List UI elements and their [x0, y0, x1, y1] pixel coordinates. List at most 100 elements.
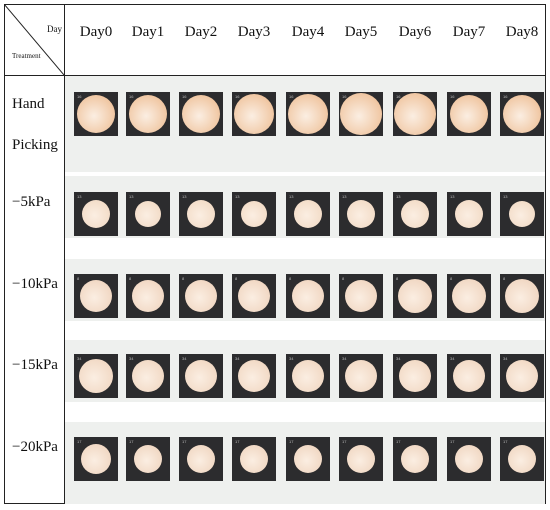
sample-number: 8 [503, 276, 506, 281]
sample-disc [240, 445, 268, 473]
sample-disc [508, 445, 536, 473]
sample-disc [238, 280, 270, 312]
sample-disc [80, 280, 112, 312]
sample-number: 13 [396, 194, 401, 199]
row-label: −15kPa [12, 357, 58, 373]
sample-disc [185, 280, 217, 312]
header-divider [4, 75, 546, 76]
sample-disc [503, 95, 541, 133]
row-label: −5kPa [12, 194, 51, 210]
sample-photo: 16 [447, 92, 491, 136]
sample-photo: 8 [126, 274, 170, 318]
sample-disc [455, 445, 483, 473]
sample-photo: 34 [500, 354, 544, 398]
sample-number: 34 [289, 356, 294, 361]
sample-disc [82, 200, 110, 228]
sample-number: 8 [182, 276, 185, 281]
sample-number: 16 [289, 94, 294, 99]
sample-photo: 34 [393, 354, 437, 398]
sample-disc [347, 200, 375, 228]
sample-number: 16 [342, 94, 347, 99]
sample-photo: 13 [500, 192, 544, 236]
sample-number: 34 [182, 356, 187, 361]
sample-photo: 16 [74, 92, 118, 136]
sample-photo: 8 [393, 274, 437, 318]
day-label: Day2 [184, 24, 218, 40]
sample-disc [182, 95, 220, 133]
sample-photo: 8 [500, 274, 544, 318]
corner-treatment-label: Treatment [12, 52, 41, 60]
sample-photo: 13 [393, 192, 437, 236]
sample-disc [398, 279, 432, 313]
sample-disc [134, 445, 162, 473]
sample-photo: 17 [393, 437, 437, 481]
sample-number: 13 [450, 194, 455, 199]
sample-photo: 13 [286, 192, 330, 236]
sample-photo: 8 [339, 274, 383, 318]
sample-disc [129, 95, 167, 133]
sample-disc [288, 94, 328, 134]
sample-number: 8 [450, 276, 453, 281]
sample-number: 34 [235, 356, 240, 361]
day-label: Day0 [79, 24, 113, 40]
sample-photo: 13 [179, 192, 223, 236]
sample-number: 34 [450, 356, 455, 361]
sample-number: 34 [396, 356, 401, 361]
day-label: Day4 [291, 24, 325, 40]
sample-number: 13 [77, 194, 82, 199]
sample-number: 17 [289, 439, 294, 444]
sample-photo: 16 [393, 92, 437, 136]
sample-photo: 8 [232, 274, 276, 318]
sample-number: 13 [503, 194, 508, 199]
sample-photo: 16 [500, 92, 544, 136]
sample-photo: 17 [179, 437, 223, 481]
sample-photo: 8 [286, 274, 330, 318]
sample-disc [509, 201, 535, 227]
sample-disc [455, 200, 483, 228]
row-label: Hand [12, 96, 45, 112]
sample-disc [294, 445, 322, 473]
sample-number: 16 [235, 94, 240, 99]
sample-number: 17 [396, 439, 401, 444]
sample-number: 17 [342, 439, 347, 444]
day-label: Day8 [505, 24, 539, 40]
sample-number: 17 [129, 439, 134, 444]
sample-number: 17 [182, 439, 187, 444]
sample-photo: 34 [232, 354, 276, 398]
sample-disc [292, 280, 324, 312]
day-label: Day7 [452, 24, 486, 40]
sample-photo: 16 [179, 92, 223, 136]
day-label: Day3 [237, 24, 271, 40]
sample-disc [185, 360, 217, 392]
sample-photo: 13 [232, 192, 276, 236]
sample-number: 16 [129, 94, 134, 99]
day-label: Day5 [344, 24, 378, 40]
sample-photo: 34 [286, 354, 330, 398]
sample-disc [241, 201, 267, 227]
sample-photo: 17 [447, 437, 491, 481]
sample-number: 8 [289, 276, 292, 281]
sample-disc [340, 93, 382, 135]
sample-disc [345, 360, 377, 392]
sample-number: 16 [182, 94, 187, 99]
sample-number: 16 [77, 94, 82, 99]
sample-number: 17 [235, 439, 240, 444]
sample-number: 34 [129, 356, 134, 361]
day-label: Day1 [131, 24, 165, 40]
sample-photo: 17 [126, 437, 170, 481]
sample-photo: 17 [232, 437, 276, 481]
sample-disc [187, 200, 215, 228]
sample-disc [135, 201, 161, 227]
sample-photo: 17 [500, 437, 544, 481]
sample-number: 13 [235, 194, 240, 199]
sample-number: 8 [235, 276, 238, 281]
sample-number: 34 [342, 356, 347, 361]
sample-photo: 8 [74, 274, 118, 318]
corner-diagonal [4, 4, 64, 75]
sample-disc [77, 95, 115, 133]
sample-photo: 13 [74, 192, 118, 236]
sample-number: 8 [129, 276, 132, 281]
sample-photo: 17 [339, 437, 383, 481]
sample-number: 13 [342, 194, 347, 199]
sample-disc [79, 359, 113, 393]
